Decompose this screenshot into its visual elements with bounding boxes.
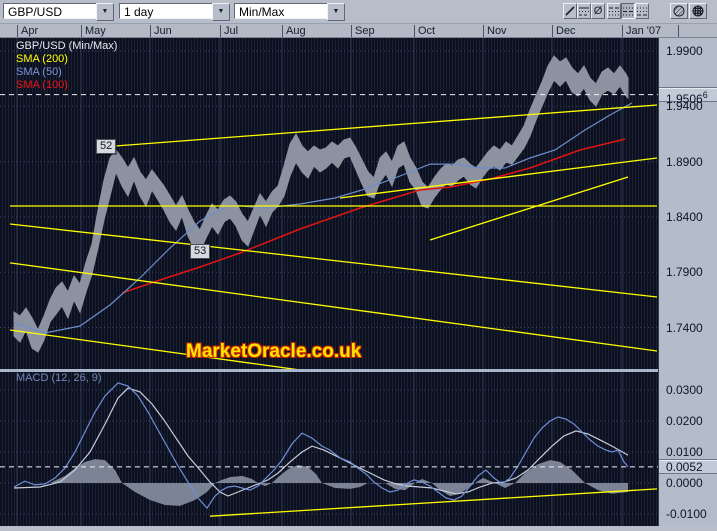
pattern-hatch-light-icon: [671, 4, 687, 18]
time-axis-header: Apr May Jun Jul Aug Sep Oct Nov Dec Jan '07: [0, 24, 717, 38]
month-tick: [678, 25, 679, 37]
month-tick: [622, 25, 623, 37]
legend-item: SMA (100): [16, 79, 68, 91]
legend-item: GBP/USD (Min/Max): [16, 40, 118, 52]
month-label: Oct: [418, 25, 436, 37]
month-tick: [220, 25, 221, 37]
axis-tick-label: 1.8400: [666, 209, 703, 224]
watermark: MarketOracle.co.uk: [186, 341, 362, 362]
chart-type-dropdown-arrow-icon[interactable]: ▼: [327, 3, 345, 21]
axis-tick-label: 0.0100: [666, 445, 703, 459]
last-price-box: 1.95066: [659, 86, 717, 106]
axis-tick-label: 0.0200: [666, 414, 703, 428]
month-tick: [552, 25, 553, 37]
month-tick: [483, 25, 484, 37]
month-label: Jul: [224, 25, 239, 37]
month-tick: [351, 25, 352, 37]
grid-style-middle-button[interactable]: [621, 3, 635, 19]
axis-tick-label: 1.9900: [666, 44, 703, 58]
symbol-dropdown-arrow-icon[interactable]: ▼: [96, 3, 114, 21]
axis-tick-label: 0.0000: [666, 476, 703, 490]
axis-tick-label: 1.9400: [666, 99, 703, 114]
axis-tick-label: 0.0300: [666, 383, 703, 397]
axis-tick-label: 1.7400: [666, 320, 703, 335]
pattern-hatch-light-button[interactable]: [670, 3, 688, 19]
pattern-hatch-dense-icon: [690, 4, 706, 18]
grid-style-middle-icon: [622, 4, 634, 18]
grid-style-top-icon: [608, 4, 620, 18]
toolbar: GBP/USD ▼ 1 day ▼ Min/Max ▼ Ø: [0, 0, 717, 24]
month-label: Aug: [286, 25, 306, 37]
axis-tick-label: -0.0100: [666, 506, 707, 521]
slashed-circle-icon: Ø: [593, 5, 603, 17]
axis-tick-label: 1.7900: [666, 265, 703, 280]
chart-type-select-value[interactable]: Min/Max: [234, 3, 328, 19]
trendline-icon: [564, 4, 576, 18]
grid-style-bottom-button[interactable]: [635, 3, 649, 19]
month-tick: [17, 25, 18, 37]
month-label: Sep: [355, 25, 375, 37]
month-tick: [150, 25, 151, 37]
macd-indicator-label: MACD (12, 26, 9): [16, 372, 102, 384]
price-axis-gutter: 1.9900 1.9400 1.8900 1.8400 1.7900 1.7400 0.03…: [658, 38, 717, 526]
month-label: Dec: [556, 25, 576, 37]
month-tick: [282, 25, 283, 37]
month-label: Nov: [487, 25, 507, 37]
dashed-levels-button[interactable]: [577, 3, 591, 19]
month-label: Jun: [154, 25, 172, 37]
grid-style-top-button[interactable]: [607, 3, 621, 19]
month-tick: [414, 25, 415, 37]
month-label: Apr: [21, 25, 39, 37]
symbol-select-value[interactable]: GBP/USD: [3, 3, 97, 19]
month-tick: [81, 25, 82, 37]
hide-drawings-button[interactable]: Ø: [591, 3, 605, 19]
legend-item: SMA (200): [16, 53, 68, 65]
interval-select[interactable]: 1 day ▼: [119, 3, 230, 21]
trendline-tool-button[interactable]: [563, 3, 577, 19]
legend-item: SMA (50): [16, 66, 62, 78]
grid-style-bottom-icon: [636, 4, 648, 18]
interval-select-value[interactable]: 1 day: [119, 3, 213, 19]
wave-count-label[interactable]: 52: [96, 139, 117, 154]
chart-type-select[interactable]: Min/Max ▼: [234, 3, 345, 21]
wave-count-label[interactable]: 53: [190, 244, 211, 259]
month-label: Jan '07: [626, 25, 662, 37]
symbol-select[interactable]: GBP/USD ▼: [3, 3, 114, 21]
month-label: May: [85, 25, 106, 37]
macd-current-value-box: 0.0052: [659, 458, 717, 474]
interval-dropdown-arrow-icon[interactable]: ▼: [212, 3, 230, 21]
pattern-hatch-dense-button[interactable]: [689, 3, 707, 19]
dashed-levels-icon: [578, 4, 590, 18]
axis-tick-label: 1.8900: [666, 154, 703, 169]
